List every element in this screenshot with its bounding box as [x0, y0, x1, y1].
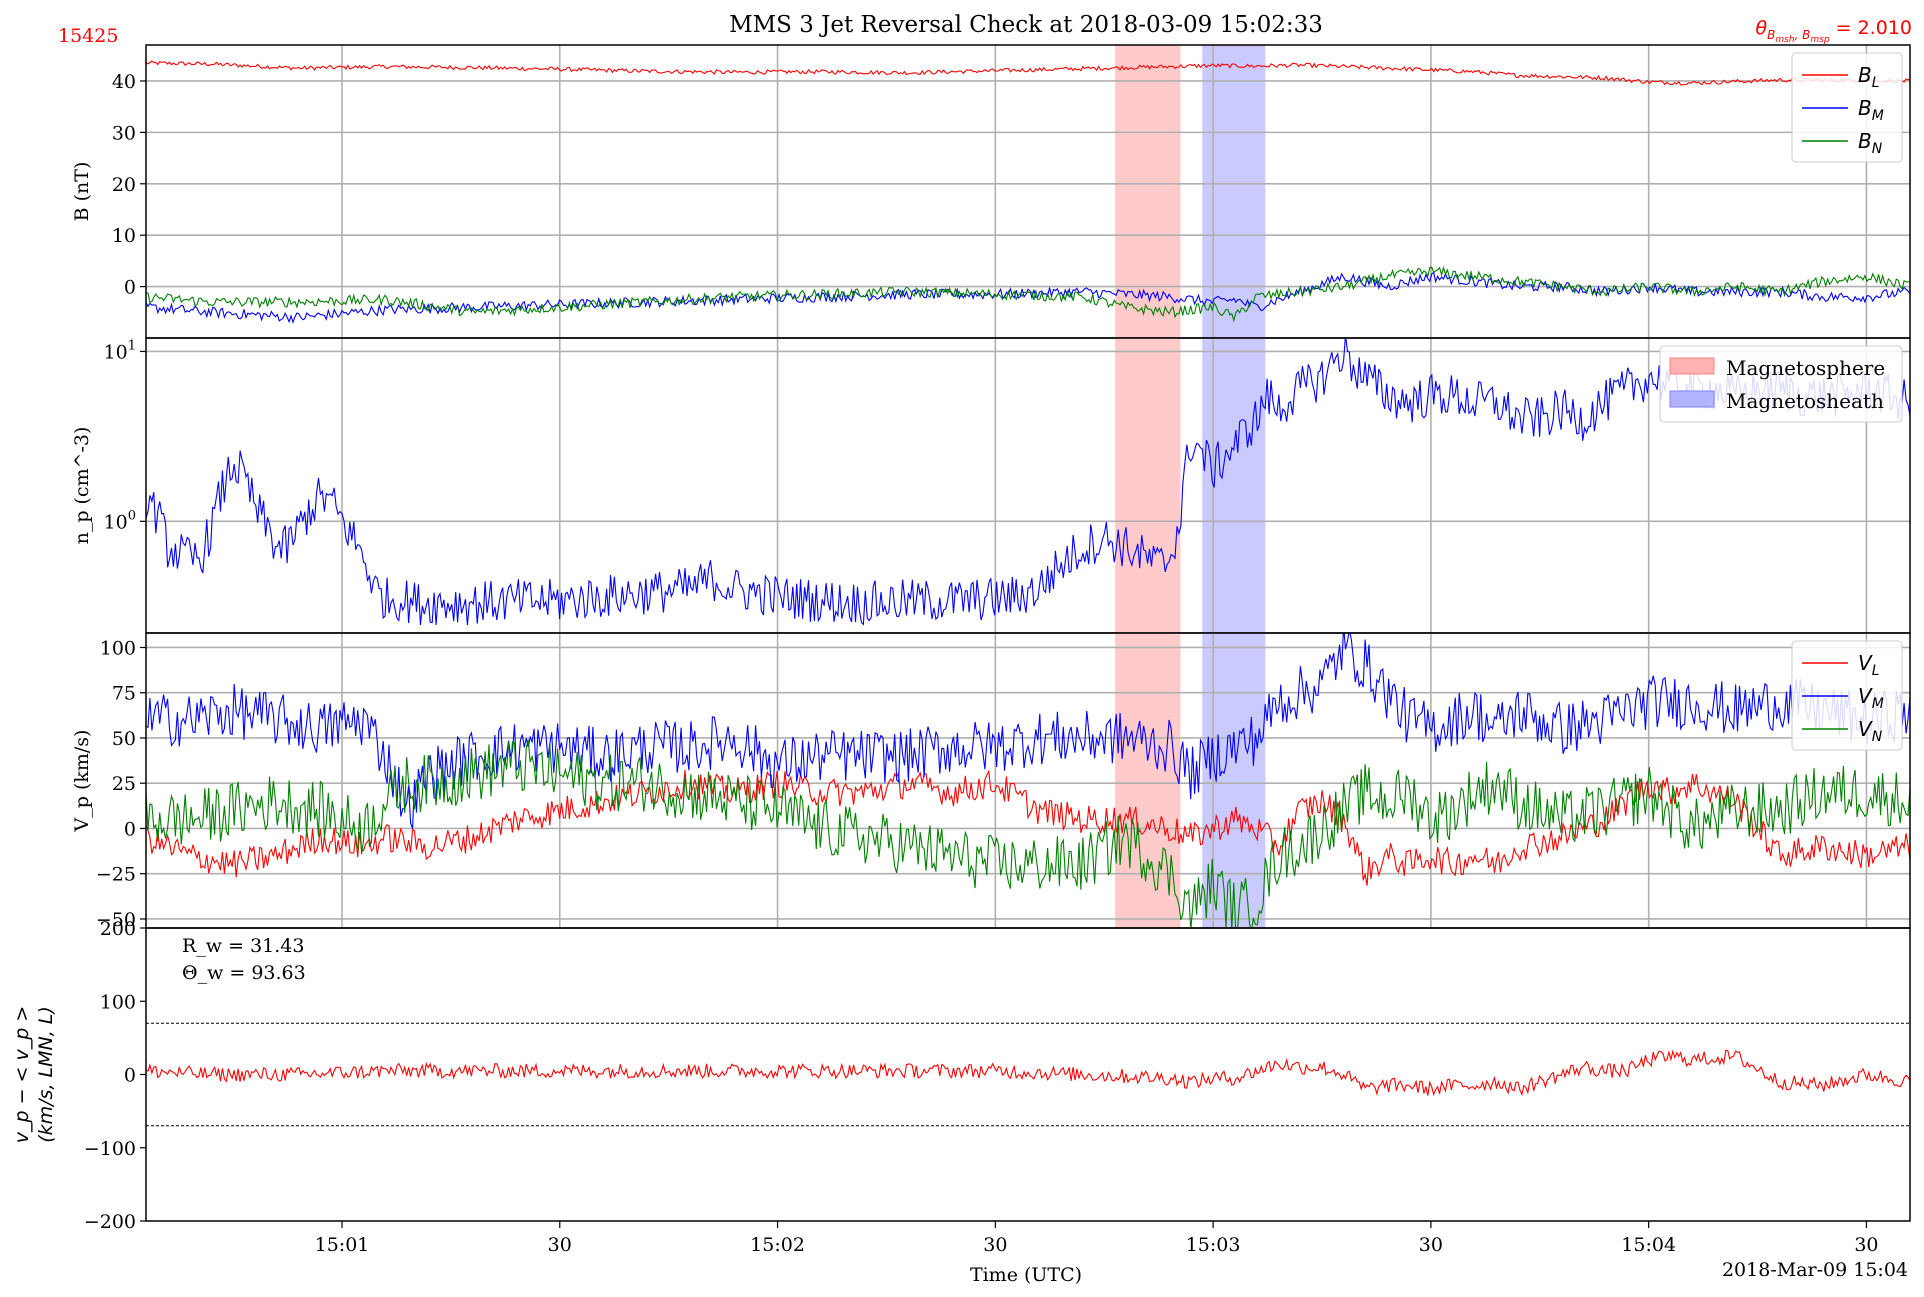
- shaded-region-magnetosphere: [1115, 338, 1181, 633]
- y-axis-label: n_p (cm^-3): [71, 427, 93, 545]
- x-tick-label: 15:04: [1621, 1234, 1676, 1256]
- x-axis-label: Time (UTC): [970, 1264, 1082, 1286]
- y-tick-label: 40: [112, 71, 136, 93]
- annotation: R_w = 31.43: [182, 935, 304, 957]
- x-tick-label: 30: [548, 1234, 572, 1256]
- series-line-v-n: [146, 739, 1910, 928]
- series-line-b-n: [146, 265, 1910, 323]
- y-tick-label: 25: [112, 773, 136, 795]
- x-tick-label: 30: [1419, 1234, 1443, 1256]
- y-tick-label: 200: [100, 918, 136, 940]
- y-tick-label: −25: [96, 864, 136, 886]
- panel-frame: [145, 44, 1911, 339]
- shaded-region-magnetosphere: [1115, 45, 1181, 338]
- y-axis-label: V_p (km/s): [71, 730, 93, 833]
- y-tick-label: 30: [112, 122, 136, 144]
- series-line-v-p-v-p-: [146, 1049, 1910, 1096]
- x-tick-label: 15:01: [315, 1234, 370, 1256]
- figure-title: MMS 3 Jet Reversal Check at 2018-03-09 1…: [729, 12, 1323, 38]
- annotation: Θ_w = 93.63: [182, 962, 306, 984]
- legend-swatch: [1669, 390, 1715, 408]
- y-axis-label: B (nT): [71, 162, 93, 222]
- y-tick-label: 100: [100, 637, 136, 659]
- y-tick-label: 20: [112, 174, 136, 196]
- series-line-v-m: [146, 633, 1910, 829]
- date-label: 2018-Mar-09 15:04: [1722, 1259, 1908, 1281]
- y-tick-label: −200: [84, 1211, 136, 1233]
- y-axis-label: v_p − < v_p >: [11, 1006, 33, 1144]
- legend-box: [1659, 345, 1903, 423]
- legend-entry: Magnetosheath: [1726, 389, 1884, 413]
- shaded-region-magnetosphere: [1115, 633, 1181, 928]
- theta-value: 2.010: [1858, 17, 1912, 39]
- x-tick-label: 15:02: [750, 1234, 805, 1256]
- y-tick-label: 101: [104, 338, 136, 363]
- series-line-n-p: [146, 338, 1910, 626]
- y-tick-label: 0: [124, 818, 136, 840]
- y-tick-label: 100: [104, 508, 136, 533]
- legend-entry: BN: [1858, 129, 1883, 157]
- panels-group: 0 10 20 30 40 B (nT) BL BM BN 100 101 n_p (cm^-3) Ma…: [11, 44, 1911, 1256]
- y-tick-label: 50: [112, 728, 136, 750]
- y-tick-label: 0: [124, 277, 136, 299]
- legend-entry: BL: [1858, 63, 1880, 91]
- series-line-v-l: [146, 769, 1910, 886]
- legend-entry: BM: [1858, 96, 1884, 124]
- run-id-label: 15425: [58, 25, 118, 47]
- y-tick-label: −100: [84, 1138, 136, 1160]
- panel-frame: [145, 632, 1911, 929]
- legend-entry: VM: [1858, 684, 1884, 712]
- legend-swatch: [1669, 357, 1715, 375]
- panel-n: 100 101 n_p (cm^-3) Magnetosphere Magnetoshe…: [71, 337, 1911, 634]
- y-tick-label: 75: [112, 683, 136, 705]
- legend-entry: Magnetosphere: [1726, 356, 1885, 380]
- y-tick-label: 100: [100, 991, 136, 1013]
- y-tick-label: 10: [112, 225, 136, 247]
- legend-entry: VN: [1858, 717, 1883, 745]
- y-tick-label: −50: [96, 909, 136, 931]
- panel-B: 0 10 20 30 40 B (nT) BL BM BN: [71, 44, 1911, 339]
- y-axis-label: (km/s, LMN, L): [35, 1006, 57, 1143]
- shaded-region-magnetosheath: [1202, 338, 1266, 633]
- x-tick-label: 30: [1854, 1234, 1878, 1256]
- x-tick-label: 15:03: [1186, 1234, 1241, 1256]
- legend-entry: VL: [1858, 651, 1880, 679]
- panel-V: −50 −25 0 25 50 75 100 V_p (km/s) VL VM VN: [71, 632, 1911, 931]
- x-tick-label: 30: [983, 1234, 1007, 1256]
- panel-dV: −200 −100 0 100 200 v_p − < v_p > (km/s, LMN, …: [11, 918, 1911, 1256]
- y-tick-label: 0: [124, 1065, 136, 1087]
- theta-label: θBmsh, Bmsp = 2.010: [1756, 17, 1912, 45]
- series-line-b-l: [146, 60, 1910, 86]
